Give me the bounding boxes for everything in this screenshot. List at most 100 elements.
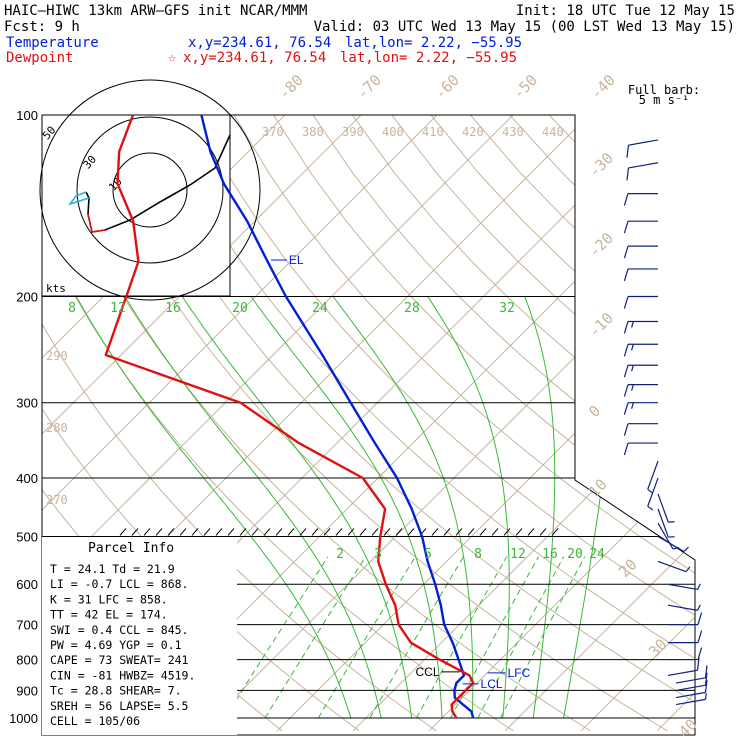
- theta-label: 440: [542, 125, 564, 139]
- isotherm-label-right: 20: [615, 555, 641, 581]
- wind-barb-staff: [647, 477, 659, 507]
- dry-adiabat-line: [351, 115, 695, 732]
- wind-barb-flag: [623, 296, 629, 309]
- wind-barb: [623, 384, 658, 397]
- pressure-tick-label: 600: [16, 577, 38, 592]
- wind-barb: [623, 295, 658, 309]
- wind-barb: [623, 364, 658, 378]
- wind-barb-staff: [657, 493, 669, 523]
- isotherm-label-right: -20: [585, 229, 617, 261]
- hatch-mark: [215, 528, 223, 536]
- dry-adiabat-line: [194, 115, 695, 732]
- wind-barb-flag: [696, 657, 700, 671]
- hatch-mark: [131, 528, 139, 536]
- theta-label: 280: [46, 421, 68, 435]
- wind-barb-flag: [626, 145, 630, 158]
- isotherm-label-right: 30: [645, 635, 671, 661]
- isotherm-line: [0, 87, 9, 730]
- wind-barb-staff: [675, 677, 706, 684]
- mixing-ratio-label: 20: [567, 547, 583, 562]
- wind-barb: [623, 343, 658, 357]
- wind-barb: [668, 612, 703, 626]
- wind-barb-staff: [628, 162, 659, 169]
- wind-barb-staff: [657, 522, 674, 550]
- wind-barb: [657, 560, 691, 573]
- hodograph-trace-surface: [87, 213, 106, 233]
- isotherm-line: [42, 115, 465, 732]
- hatch-mark: [191, 528, 199, 536]
- isotherm-label-right: 10: [585, 475, 611, 501]
- dry-adiabat-line: [666, 115, 695, 732]
- pressure-tick-label: 400: [16, 471, 38, 486]
- isotherm-line: [733, 87, 740, 730]
- theta-label: 390: [342, 125, 364, 139]
- wind-barb-staff: [628, 139, 659, 146]
- wind-barb-half: [685, 566, 691, 573]
- isotherm-label-top: -40: [587, 71, 619, 103]
- temperature-legend: Temperature: [6, 35, 99, 51]
- isotherm-line: [200, 115, 695, 732]
- wind-barb-half: [683, 546, 689, 552]
- dry-adiabat-line: [42, 115, 437, 732]
- wind-barb-half: [631, 402, 634, 409]
- temperature-latlon: lat,lon= 2.22, −55.95: [345, 35, 522, 51]
- parcel-info-row: Tc = 28.8 SHEAR= 7.: [50, 684, 182, 698]
- dry-adiabat-line: [233, 115, 695, 732]
- dry-adiabat-line: [588, 115, 695, 732]
- wind-barb-flag: [697, 647, 703, 660]
- wind-barb-staff: [657, 508, 669, 538]
- level-label-ccl: CCL: [415, 665, 439, 679]
- hatch-mark: [539, 528, 547, 536]
- hatch-mark: [143, 528, 151, 536]
- moist-adiabat-line: [332, 296, 474, 718]
- isotherm-label-top: -50: [509, 71, 541, 103]
- level-markers: EL LCL LFC CCL: [270, 253, 531, 691]
- wind-barb: [626, 162, 659, 181]
- temperature-profile: [200, 114, 475, 719]
- wind-barb-staff: [657, 535, 685, 552]
- parcel-info-row: K = 31 LFC = 858.: [50, 592, 168, 606]
- wind-barb: [667, 657, 700, 677]
- hatch-mark: [503, 528, 511, 536]
- wind-barb-half: [697, 583, 701, 590]
- isotherm-label-right: 40: [675, 715, 701, 740]
- pressure-tick-label: 200: [16, 290, 38, 305]
- theta-label: 290: [46, 349, 68, 363]
- parcel-info-row: TT = 42 EL = 174.: [50, 608, 168, 622]
- theta-label: 420: [462, 125, 484, 139]
- isotherm-label-top: -80: [275, 71, 307, 103]
- mixing-ratio-line: [224, 556, 329, 719]
- parcel-info-row: PW = 4.69 YGP = 0.1: [50, 638, 182, 652]
- wind-barb-flag: [704, 679, 708, 693]
- hatch-mark: [515, 528, 523, 536]
- wind-barb-half: [631, 384, 634, 391]
- wind-barb: [623, 402, 658, 415]
- wind-barb: [647, 460, 659, 494]
- wind-barb-flag: [623, 193, 629, 206]
- mixing-ratio-line: [317, 556, 416, 719]
- wind-barb-staff: [675, 698, 706, 706]
- moist-adiabat-line: [563, 296, 613, 719]
- pressure-tick-label: 1000: [9, 711, 38, 726]
- wind-barb: [675, 672, 708, 691]
- dry-adiabat-line: [509, 115, 695, 732]
- dry-adiabat-line: [627, 115, 695, 732]
- hatch-mark: [299, 528, 307, 536]
- wind-barb: [667, 604, 701, 611]
- wind-barb-flag: [704, 665, 708, 678]
- profiles: [104, 114, 475, 719]
- isotherm-line: [504, 115, 695, 732]
- mixing-ratio-line: [264, 556, 367, 719]
- mixing-ratio-label: 2: [336, 547, 344, 562]
- moist-adiabat-line: [524, 296, 556, 719]
- dewpoint-latlon: lat,lon= 2.22, −55.95: [340, 50, 517, 66]
- level-label-el: EL: [289, 253, 304, 267]
- forecast-hour: Fcst: 9 h: [4, 19, 80, 35]
- wind-barb-half: [631, 321, 634, 328]
- wind-barb-flag: [626, 167, 630, 181]
- hatch-mark: [467, 528, 475, 536]
- wind-barb-flag: [697, 630, 703, 643]
- hatch-mark: [551, 528, 559, 536]
- isotherm-line: [42, 115, 541, 732]
